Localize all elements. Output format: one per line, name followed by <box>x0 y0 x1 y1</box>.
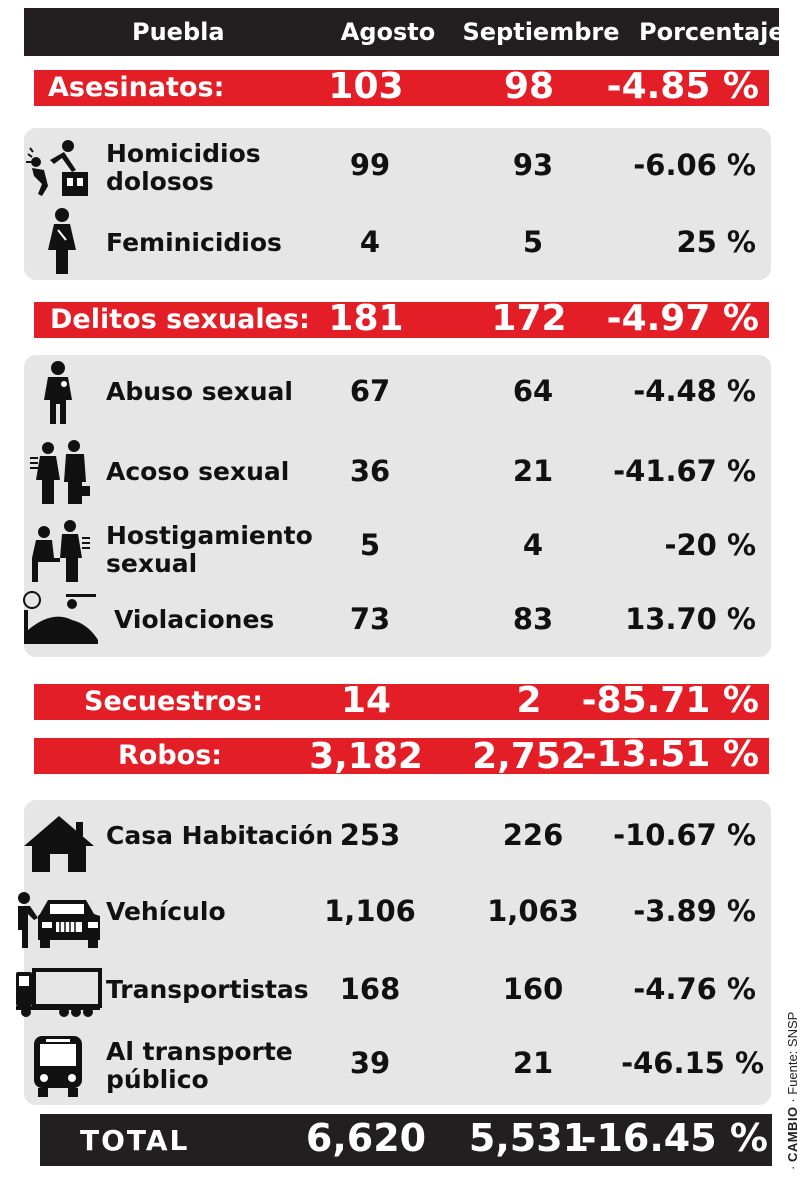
row-pct-casa: -10.67 % <box>613 818 756 852</box>
summary-label: Asesinatos: <box>48 72 225 103</box>
source-credit: · CAMBIO · Fuente: SNSP <box>785 1011 800 1170</box>
homicide-icon <box>26 140 88 196</box>
total-bar: TOTAL 6,620 5,531 -16.45 % <box>40 1114 772 1166</box>
row-label-casa: Casa Habitación <box>106 821 334 850</box>
summary-aug: 181 <box>328 298 404 339</box>
row-label-feminicidios: Feminicidios <box>106 228 282 257</box>
summary-pct: -85.71 % <box>581 680 759 721</box>
summary-pct: -4.97 % <box>606 298 759 339</box>
row-label-abuso: Abuso sexual <box>106 377 293 406</box>
panel-asesinatos <box>24 128 771 280</box>
summary-label: Robos: <box>118 740 223 771</box>
total-pct: -16.45 % <box>580 1116 768 1160</box>
summary-sep: 2,752 <box>472 736 586 777</box>
row-sep-hostigamiento: 4 <box>522 528 544 562</box>
row-aug-feminicidios: 4 <box>359 225 381 259</box>
row-sep-abuso: 64 <box>512 374 554 408</box>
panel-delitos <box>24 355 771 657</box>
row-label-transporte: Al transporte público <box>106 1037 293 1094</box>
feminicide-icon <box>48 208 76 274</box>
row-pct-homicidios: -6.06 % <box>633 148 756 182</box>
summary-sep: 172 <box>491 298 567 339</box>
summary-label: Secuestros: <box>84 686 264 717</box>
row-aug-transporte: 39 <box>349 1046 391 1080</box>
table-header: Puebla Agosto Septiembre Porcentaje <box>24 8 785 56</box>
row-label-hostigamiento: Hostigamiento sexual <box>106 521 313 578</box>
summary-asesinatos: Asesinatos: 103 98 -4.85 % <box>34 66 769 107</box>
bus-icon <box>34 1036 82 1097</box>
row-aug-transportistas: 168 <box>339 972 401 1006</box>
row-pct-abuso: -4.48 % <box>633 374 756 408</box>
summary-aug: 14 <box>340 680 392 721</box>
row-aug-violaciones: 73 <box>349 602 391 636</box>
row-sep-feminicidios: 5 <box>522 225 544 259</box>
summary-aug: 103 <box>328 66 404 107</box>
summary-pct: -13.51 % <box>581 734 759 775</box>
row-sep-violaciones: 83 <box>512 602 554 636</box>
total-sep: 5,531 <box>468 1116 590 1160</box>
car-icon <box>18 892 100 948</box>
violation-icon <box>23 591 98 644</box>
row-sep-vehiculo: 1,063 <box>487 894 579 928</box>
truck-icon <box>16 968 102 1017</box>
row-sep-transportistas: 160 <box>502 972 564 1006</box>
harassment-icon <box>30 440 90 504</box>
total-aug: 6,620 <box>305 1116 427 1160</box>
header-september: Septiembre <box>462 18 620 46</box>
row-label-acoso: Acoso sexual <box>106 457 290 486</box>
summary-label: Delitos sexuales: <box>50 304 310 335</box>
summary-secuestros: Secuestros: 14 2 -85.71 % <box>34 680 769 721</box>
row-aug-homicidios: 99 <box>349 148 391 182</box>
summary-sep: 98 <box>503 66 555 107</box>
summary-aug: 3,182 <box>309 736 423 777</box>
hostigamiento-icon <box>32 520 90 582</box>
row-pct-violaciones: 13.70 % <box>625 602 756 636</box>
header-region: Puebla <box>132 18 225 46</box>
row-sep-acoso: 21 <box>512 454 554 488</box>
brand-logo: CAMBIO <box>785 1106 800 1163</box>
summary-delitos: Delitos sexuales: 181 172 -4.97 % <box>34 298 769 339</box>
panel-robos <box>24 800 771 1105</box>
row-aug-casa: 253 <box>339 818 401 852</box>
row-pct-feminicidios: 25 % <box>676 225 756 259</box>
row-label-homicidios: Homicidios dolosos <box>106 139 261 196</box>
header-august: Agosto <box>340 18 436 46</box>
row-sep-casa: 226 <box>502 818 564 852</box>
row-label-vehiculo: Vehículo <box>106 897 226 926</box>
row-pct-acoso: -41.67 % <box>613 454 756 488</box>
row-aug-acoso: 36 <box>349 454 391 488</box>
row-pct-transporte: -46.15 % <box>621 1046 764 1080</box>
summary-pct: -4.85 % <box>606 66 759 107</box>
summary-sep: 2 <box>516 680 542 721</box>
house-icon <box>24 816 94 872</box>
row-pct-vehiculo: -3.89 % <box>633 894 756 928</box>
row-aug-hostigamiento: 5 <box>359 528 381 562</box>
row-label-transportistas: Transportistas <box>106 975 309 1004</box>
row-aug-vehiculo: 1,106 <box>324 894 416 928</box>
row-label-violaciones: Violaciones <box>114 605 275 634</box>
total-label: TOTAL <box>80 1124 190 1157</box>
source-text: Fuente: SNSP <box>785 1011 800 1095</box>
row-aug-abuso: 67 <box>349 374 391 408</box>
summary-robos: Robos: 3,182 2,752 -13.51 % <box>34 734 769 777</box>
row-sep-transporte: 21 <box>512 1046 554 1080</box>
row-pct-hostigamiento: -20 % <box>664 528 756 562</box>
abuse-icon <box>44 361 72 424</box>
row-pct-transportistas: -4.76 % <box>633 972 756 1006</box>
header-percentage: Porcentaje <box>639 18 785 46</box>
row-sep-homicidios: 93 <box>512 148 554 182</box>
